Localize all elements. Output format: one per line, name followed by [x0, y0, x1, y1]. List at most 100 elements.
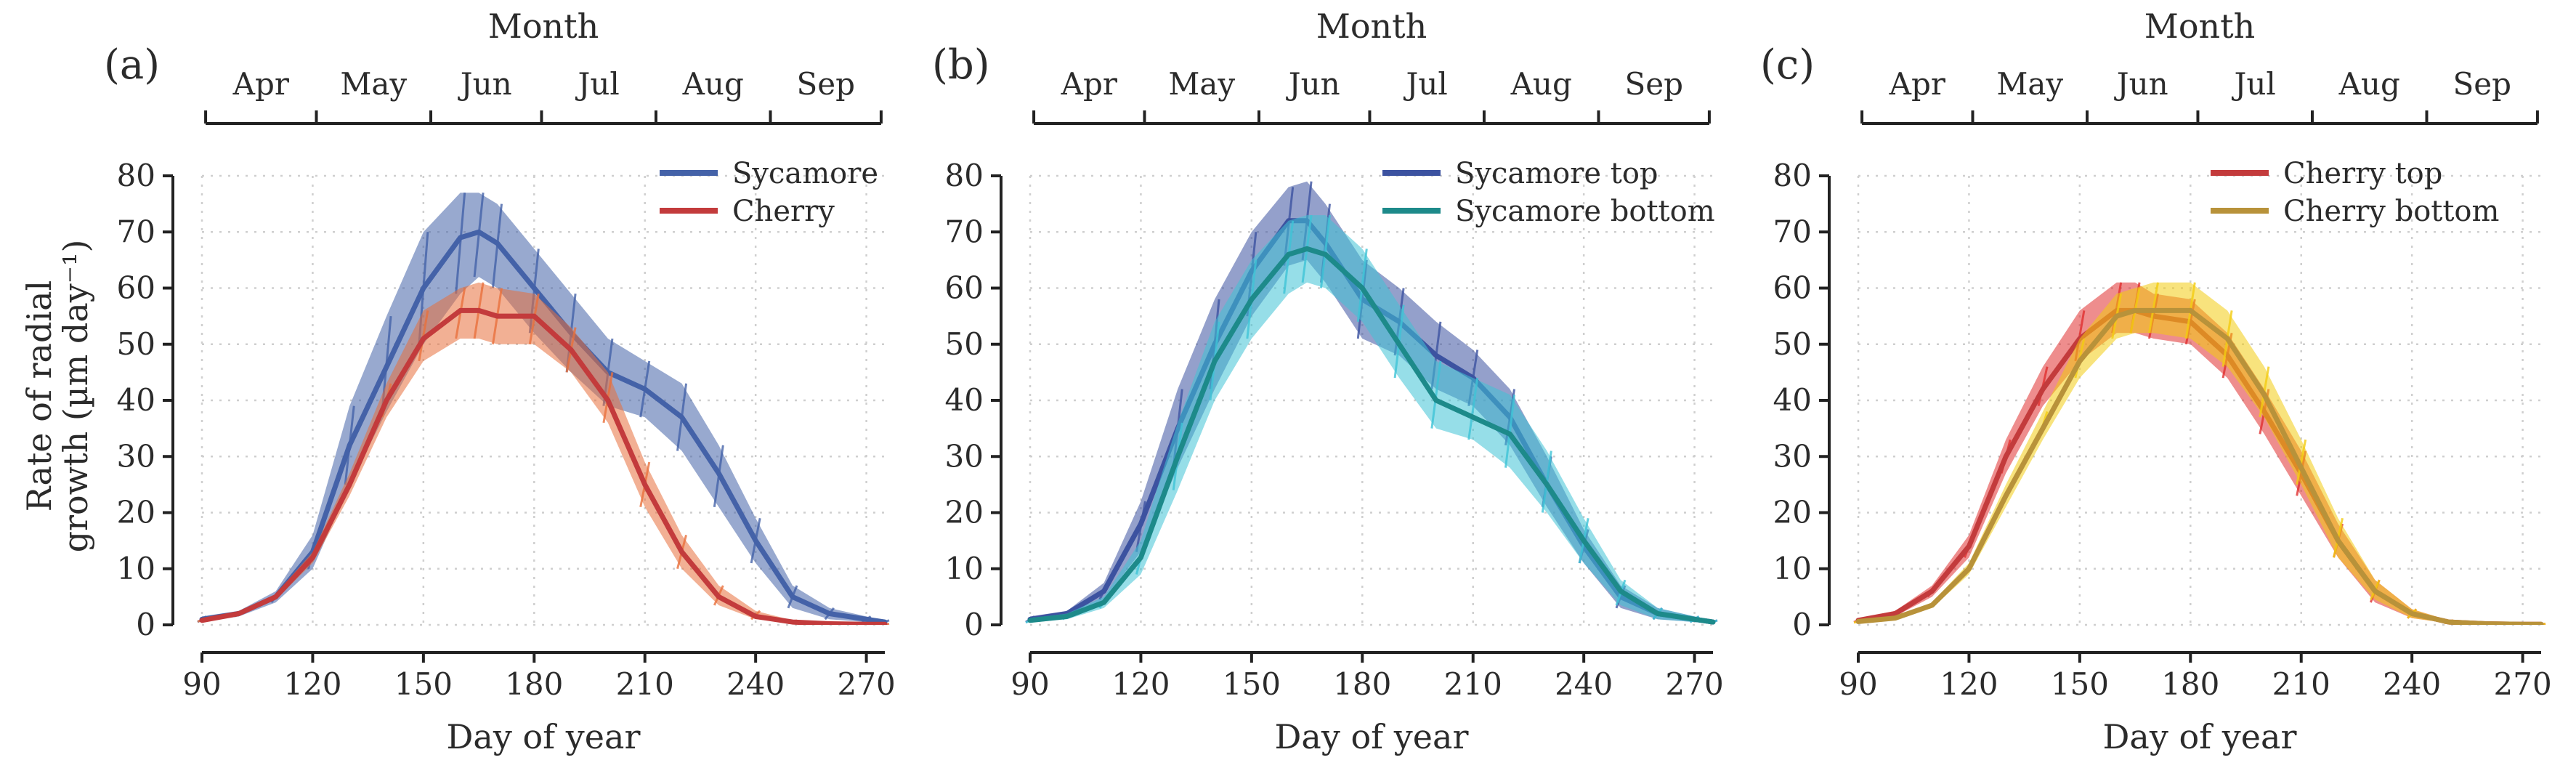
data-point [532, 315, 536, 318]
data-point [680, 416, 684, 419]
y-tick-label: 10 [1773, 551, 1812, 586]
band-hatch-mark [1319, 214, 1331, 288]
y-tick-label: 20 [117, 495, 155, 530]
data-point [2410, 612, 2414, 615]
legend: Sycamore top Sycamore bottom [1382, 157, 1715, 228]
month-label-may: May [1996, 66, 2063, 102]
month-label-jul: Jul [575, 66, 620, 102]
month-label-jun: Jun [2114, 66, 2168, 102]
x-axis-title: Day of year [2103, 717, 2297, 756]
data-point [2189, 309, 2192, 312]
y-axis: 0 10 20 30 40 50 60 70 80 [945, 158, 1003, 642]
legend-label: Sycamore [732, 157, 878, 190]
data-point [754, 539, 758, 543]
month-label-sep: Sep [1624, 66, 1683, 102]
plot-area [1853, 282, 2546, 625]
legend-item-cherry-top: Cherry top [2211, 157, 2442, 190]
month-label-jul: Jul [1404, 66, 1448, 102]
x-tick-label: 150 [1223, 666, 1281, 702]
x-tick-label: 150 [394, 666, 453, 702]
data-point [2004, 455, 2008, 458]
month-axis: Apr May Jun Jul Aug Sep Month [1032, 7, 1711, 125]
series-cherry [197, 282, 890, 625]
y-tick-label: 50 [1773, 326, 1812, 362]
data-point [458, 309, 462, 312]
month-label-aug: Aug [1510, 66, 1572, 102]
month-axis: Apr May Jun Jul Aug Sep Month [204, 7, 883, 125]
data-point [717, 472, 721, 475]
x-tick-label: 240 [726, 666, 785, 702]
data-point [606, 399, 609, 402]
panel-c: 90 120 150 180 210 240 270 Day of year 0 10 20 30 40… [1760, 7, 2552, 756]
y-tick-label: 40 [1773, 382, 1812, 418]
data-point [1712, 621, 1714, 624]
x-tick-label: 210 [2272, 666, 2330, 702]
data-point [570, 348, 573, 352]
y-axis-title-line-2: growth (µm day⁻¹) [56, 240, 95, 553]
data-point [2078, 359, 2081, 363]
month-label-apr: Apr [1889, 66, 1946, 102]
x-tick-label: 120 [1940, 666, 1998, 702]
x-tick-label: 90 [1839, 666, 1877, 702]
legend-item-sycamore-top: Sycamore top [1382, 157, 1658, 190]
data-point [2447, 621, 2450, 624]
plot-area [1025, 181, 1718, 625]
data-point [237, 612, 240, 615]
legend: Cherry top Cherry bottom [2211, 157, 2499, 228]
legend-label: Sycamore bottom [1455, 195, 1715, 228]
data-point [1893, 612, 1897, 615]
data-point [1582, 539, 1586, 543]
x-tick-label: 210 [616, 666, 674, 702]
x-axis: 90 120 150 180 210 240 270 Day of year [1839, 651, 2552, 756]
series-sycamore-top [1025, 181, 1718, 625]
legend-item-cherry-bottom: Cherry bottom [2211, 195, 2499, 228]
data-point [274, 595, 278, 599]
data-point [348, 443, 352, 447]
y-tick-label: 60 [1773, 270, 1812, 306]
x-tick-label: 270 [1666, 666, 1724, 702]
data-point [754, 615, 758, 618]
data-point [2152, 309, 2155, 312]
data-point [421, 286, 425, 290]
series-sycamore [197, 193, 890, 625]
x-axis: 90 120 150 180 210 240 270 Day of year [182, 651, 896, 756]
band-hatch-mark [1504, 395, 1516, 468]
y-tick-label: 80 [1773, 158, 1812, 193]
band-hatch-mark [455, 193, 466, 294]
data-point [1176, 455, 1180, 458]
panel-label: (c) [1760, 41, 1815, 89]
data-point [1065, 615, 1069, 618]
data-point [1619, 589, 1622, 593]
data-point [2521, 623, 2524, 625]
y-axis-title: Rate of radial growth (µm day⁻¹) [20, 240, 95, 553]
legend-label: Cherry bottom [2283, 195, 2499, 228]
y-tick-label: 20 [945, 495, 984, 530]
series-line-cherry-bottom [1855, 307, 2544, 625]
y-tick-label: 70 [117, 214, 155, 249]
x-axis-title: Day of year [1275, 717, 1469, 756]
y-tick-label: 10 [945, 551, 984, 586]
data-point [348, 482, 352, 486]
data-point [883, 623, 886, 625]
x-tick-label: 180 [2161, 666, 2219, 702]
data-point [1102, 601, 1106, 605]
x-tick-label: 120 [283, 666, 341, 702]
x-tick-label: 150 [2051, 666, 2109, 702]
x-tick-label: 240 [1555, 666, 1613, 702]
data-point [1434, 354, 1438, 357]
data-point [477, 309, 481, 312]
data-point [2540, 623, 2543, 625]
data-point [680, 550, 684, 554]
x-tick-label: 240 [2383, 666, 2441, 702]
data-point [311, 556, 315, 559]
month-axis-title: Month [1316, 7, 1427, 46]
y-tick-label: 20 [1773, 495, 1812, 530]
data-point [532, 286, 536, 290]
month-axis-title: Month [488, 7, 599, 46]
month-label-apr: Apr [232, 66, 290, 102]
data-point [2373, 589, 2377, 593]
legend: Sycamore Cherry [660, 157, 878, 228]
y-axis-title-line-1: Rate of radial [20, 280, 59, 512]
data-point [1857, 620, 1860, 623]
data-point [1249, 297, 1253, 301]
